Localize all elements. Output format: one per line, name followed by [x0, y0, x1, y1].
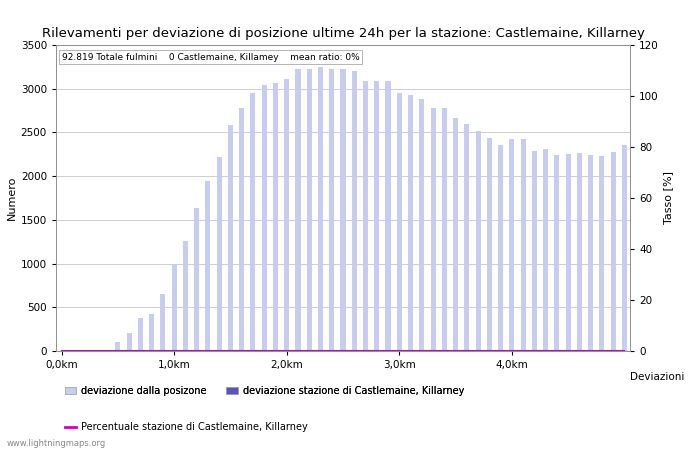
- Bar: [318, 67, 323, 351]
- Y-axis label: Tasso [%]: Tasso [%]: [663, 171, 673, 225]
- Bar: [566, 154, 570, 351]
- Bar: [172, 266, 176, 351]
- Bar: [138, 318, 143, 351]
- Bar: [577, 153, 582, 351]
- Bar: [464, 124, 469, 351]
- Bar: [453, 118, 458, 351]
- Bar: [510, 140, 514, 351]
- Bar: [239, 108, 244, 351]
- Bar: [419, 99, 424, 351]
- Bar: [351, 71, 357, 351]
- Bar: [262, 85, 267, 351]
- Bar: [295, 69, 300, 351]
- Bar: [194, 207, 199, 351]
- Bar: [599, 156, 604, 351]
- Bar: [430, 108, 435, 351]
- Text: 92.819 Totale fulmini    0 Castlemaine, Killamey    mean ratio: 0%: 92.819 Totale fulmini 0 Castlemaine, Kil…: [62, 53, 360, 62]
- Bar: [273, 83, 278, 351]
- Bar: [160, 294, 165, 351]
- Bar: [498, 144, 503, 351]
- Bar: [543, 149, 548, 351]
- Bar: [340, 69, 346, 351]
- Y-axis label: Numero: Numero: [6, 176, 17, 220]
- Text: www.lightningmaps.org: www.lightningmaps.org: [7, 439, 106, 448]
- Bar: [532, 151, 537, 351]
- Bar: [329, 68, 335, 351]
- Bar: [475, 130, 481, 351]
- Bar: [116, 342, 120, 351]
- Bar: [408, 95, 413, 351]
- Bar: [397, 93, 402, 351]
- Bar: [486, 138, 492, 351]
- Bar: [442, 108, 447, 351]
- Bar: [104, 350, 109, 351]
- Bar: [284, 79, 289, 351]
- Bar: [307, 68, 312, 351]
- Legend: deviazione dalla posizone, deviazione stazione di Castlemaine, Killarney: deviazione dalla posizone, deviazione st…: [61, 382, 468, 400]
- Bar: [251, 93, 256, 351]
- Bar: [554, 155, 559, 351]
- Bar: [183, 241, 188, 351]
- Bar: [228, 125, 233, 351]
- Bar: [622, 144, 627, 351]
- Bar: [149, 314, 154, 351]
- Bar: [386, 81, 391, 351]
- Text: Deviazioni: Deviazioni: [630, 373, 685, 382]
- Bar: [363, 81, 368, 351]
- Title: Rilevamenti per deviazione di posizione ultime 24h per la stazione: Castlemaine,: Rilevamenti per deviazione di posizione …: [41, 27, 645, 40]
- Bar: [588, 155, 593, 351]
- Bar: [610, 152, 615, 351]
- Bar: [217, 157, 222, 351]
- Bar: [521, 139, 526, 351]
- Bar: [205, 180, 211, 351]
- Legend: Percentuale stazione di Castlemaine, Killarney: Percentuale stazione di Castlemaine, Kil…: [61, 418, 312, 436]
- Bar: [127, 333, 132, 351]
- Bar: [374, 81, 379, 351]
